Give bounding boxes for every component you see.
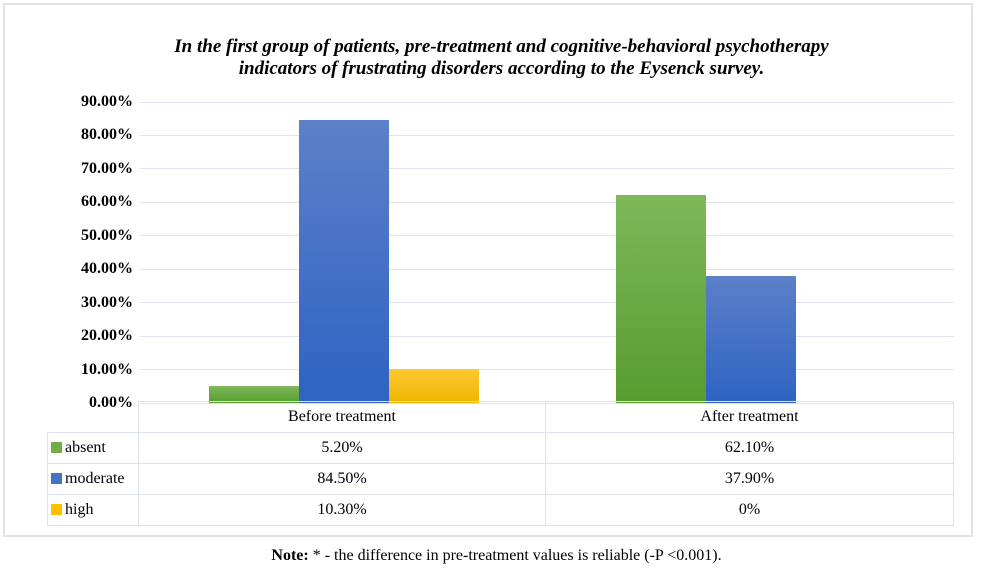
bar-moderate-after-treatment	[705, 276, 796, 403]
legend-label-moderate: moderate	[65, 470, 125, 487]
y-axis-tick-label: 70.00%	[81, 159, 133, 177]
chart-title-line-1: In the first group of patients, pre-trea…	[174, 36, 829, 57]
y-axis-tick-label: 80.00%	[81, 126, 133, 144]
legend-swatch-moderate	[51, 473, 62, 484]
value-absent-before-treatment: 5.20%	[138, 432, 546, 464]
gridline	[140, 369, 954, 371]
y-axis-tick-label: 20.00%	[81, 327, 133, 345]
y-axis-tick-label: 40.00%	[81, 260, 133, 278]
gridline	[140, 134, 954, 136]
legend-cell-moderate: moderate	[47, 463, 139, 495]
gridline	[140, 201, 954, 203]
value-high-after-treatment: 0%	[545, 494, 954, 526]
legend-swatch-absent	[51, 442, 62, 453]
legend-cell-absent: absent	[47, 432, 139, 464]
chart-title-line-2: indicators of frustrating disorders acco…	[238, 58, 765, 79]
value-absent-after-treatment: 62.10%	[545, 432, 954, 464]
bar-absent-after-treatment	[615, 195, 706, 403]
y-axis-tick-label: 30.00%	[81, 293, 133, 311]
y-axis-tick-label: 10.00%	[81, 360, 133, 378]
data-table: Before treatment After treatment absent 5.2…	[47, 401, 954, 526]
gridline	[140, 168, 954, 170]
legend-label-high: high	[65, 501, 94, 518]
gridline	[140, 235, 954, 237]
value-high-before-treatment: 10.30%	[138, 494, 546, 526]
note-text: * - the difference in pre-treatment valu…	[308, 547, 722, 564]
legend-label-absent: absent	[65, 439, 106, 456]
chart-data-table: Before treatment After treatment absent 5.2…	[47, 401, 954, 526]
note: Note: * - the difference in pre-treatmen…	[0, 547, 993, 565]
gridline	[140, 302, 954, 304]
bar-absent-before-treatment	[208, 386, 299, 403]
value-moderate-before-treatment: 84.50%	[138, 463, 546, 495]
y-axis-tick-label: 50.00%	[81, 226, 133, 244]
gridline	[140, 335, 954, 337]
table-header-before-treatment: Before treatment	[138, 401, 546, 433]
legend-swatch-high	[51, 504, 62, 515]
y-axis-tick-label: 90.00%	[81, 93, 133, 110]
chart-title: In the first group of patients, pre-trea…	[5, 36, 993, 80]
value-moderate-after-treatment: 37.90%	[545, 463, 954, 495]
bar-high-before-treatment	[388, 369, 479, 403]
y-axis-tick-label: 60.00%	[81, 193, 133, 211]
table-header-after-treatment: After treatment	[545, 401, 954, 433]
bar-moderate-before-treatment	[298, 120, 389, 403]
legend-cell-high: high	[47, 494, 139, 526]
gridline	[140, 101, 954, 103]
note-label: Note:	[271, 547, 309, 564]
table-corner-cell	[47, 401, 139, 433]
gridline	[140, 268, 954, 270]
